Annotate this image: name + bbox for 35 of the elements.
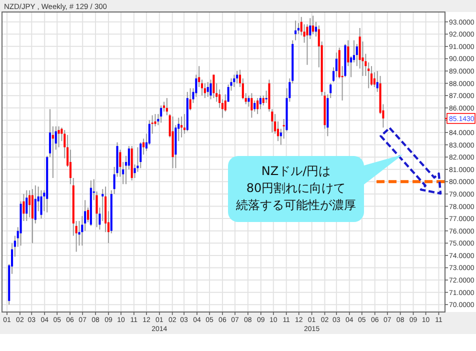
candlestick	[259, 95, 262, 110]
candlestick	[256, 98, 259, 115]
candlestick	[28, 190, 31, 218]
candlestick	[26, 190, 28, 222]
annotation: 80円割れに向けて	[246, 181, 346, 195]
candlestick	[206, 82, 209, 98]
candlestick	[180, 116, 183, 138]
candlestick	[250, 92, 253, 118]
candlestick	[233, 74, 236, 88]
candlestick	[335, 52, 338, 78]
candlestick	[312, 15, 314, 35]
candlestick	[160, 104, 162, 124]
candlestick	[40, 190, 42, 220]
candlestick	[183, 114, 186, 134]
candlestick	[140, 142, 142, 169]
candlestick	[282, 118, 285, 140]
candlestick	[306, 24, 308, 66]
candlestick	[189, 88, 192, 111]
candlestick	[52, 126, 54, 178]
candlestick	[31, 188, 34, 244]
candlestick	[212, 74, 215, 99]
candlestick	[236, 70, 238, 84]
annotation: 続落する可能性が濃厚	[235, 198, 356, 212]
candlestick	[330, 82, 332, 99]
candlestick	[370, 66, 373, 86]
annotation: NZドル/円は	[261, 164, 331, 178]
candlestick	[356, 43, 358, 67]
candlestick	[210, 79, 212, 100]
candlestick	[166, 98, 168, 116]
candlestick	[265, 90, 268, 104]
candlestick	[204, 82, 206, 99]
candlestick	[254, 100, 256, 112]
candlestick	[58, 126, 60, 148]
candlestick	[294, 20, 297, 41]
candlestick	[271, 108, 274, 133]
